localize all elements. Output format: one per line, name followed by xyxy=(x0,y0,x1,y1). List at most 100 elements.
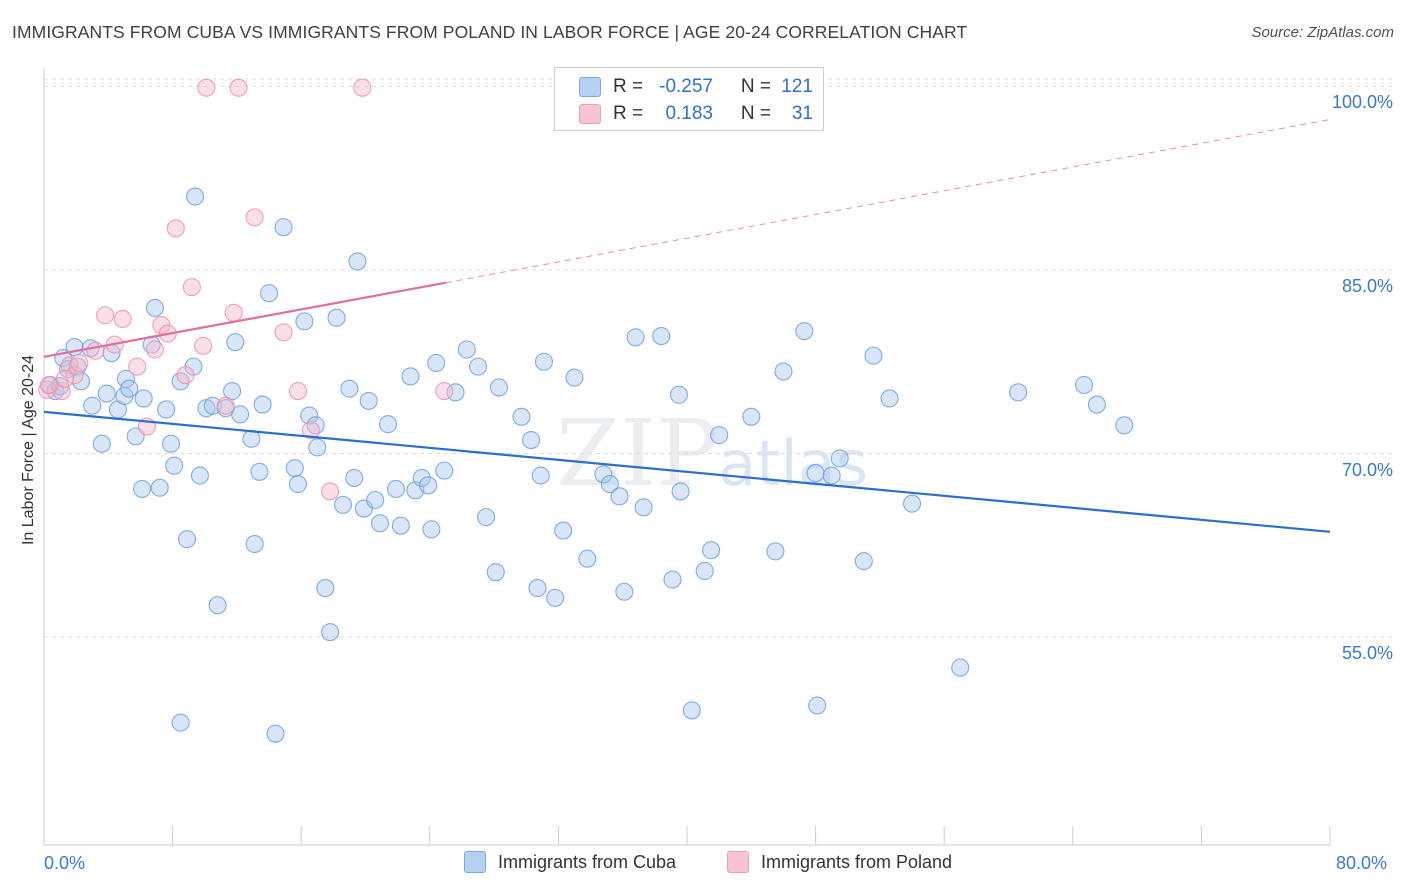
cuba-point xyxy=(171,713,190,732)
series-legend: Immigrants from Cuba Immigrants from Pol… xyxy=(0,851,1406,877)
cuba-point xyxy=(1115,416,1134,435)
cuba-point xyxy=(774,362,793,381)
cuba-point xyxy=(806,464,825,483)
cuba-point xyxy=(600,475,619,494)
cuba-point xyxy=(578,549,597,568)
cuba-point xyxy=(321,623,340,642)
cuba-point xyxy=(422,520,441,539)
cuba-point xyxy=(161,434,181,453)
poland-point xyxy=(194,336,213,355)
cuba-point xyxy=(178,530,197,549)
cuba-point xyxy=(610,487,629,506)
cuba-point xyxy=(554,521,573,540)
cuba-point xyxy=(531,466,550,485)
cuba-point xyxy=(615,582,634,601)
cuba-point xyxy=(435,461,454,480)
cuba-point xyxy=(795,322,814,341)
cuba-point xyxy=(253,395,272,414)
cuba-point xyxy=(1075,375,1094,395)
cuba-point xyxy=(468,357,488,376)
poland-point xyxy=(96,306,115,325)
series-label-poland: Immigrants from Poland xyxy=(761,851,953,872)
cuba-point xyxy=(231,405,250,424)
legend-n-value: 31 xyxy=(791,103,813,124)
cuba-point xyxy=(186,187,205,206)
poland-point xyxy=(166,219,185,238)
cuba-point xyxy=(671,482,690,501)
poland-point xyxy=(128,357,147,376)
cuba-point xyxy=(250,462,269,481)
cuba-point xyxy=(266,724,285,743)
poland-point xyxy=(216,396,235,415)
legend-r-value: 0.183 xyxy=(665,103,713,124)
correlation-legend: R = -0.257 N = 121 R = 0.183 N = 31 xyxy=(554,67,824,131)
cuba-point xyxy=(120,379,139,398)
cuba-point xyxy=(522,430,541,450)
cuba-point xyxy=(419,476,438,495)
cuba-point xyxy=(626,328,645,347)
series-swatch-poland xyxy=(727,851,749,873)
cuba-point xyxy=(97,384,116,403)
cuba-point xyxy=(340,379,359,398)
cuba-point xyxy=(710,426,729,445)
cuba-point xyxy=(83,396,102,415)
poland-point xyxy=(113,309,132,328)
cuba-point xyxy=(133,479,152,499)
cuba-point xyxy=(808,696,827,715)
cuba-point xyxy=(477,508,496,527)
legend-row-poland: R = 0.183 N = 31 xyxy=(579,102,813,126)
cuba-point xyxy=(171,372,190,391)
cuba-point xyxy=(157,400,176,419)
cuba-point xyxy=(316,579,335,598)
poland-point xyxy=(229,78,248,97)
cuba-point xyxy=(669,385,689,404)
poland-point xyxy=(224,303,243,322)
cuba-point xyxy=(190,466,209,485)
cuba-point xyxy=(634,498,653,517)
y-tick-label: 55.0% xyxy=(1341,643,1393,664)
poland-point xyxy=(70,353,89,373)
poland-point xyxy=(86,341,105,360)
poland-point xyxy=(274,323,293,342)
cuba-point xyxy=(306,416,325,435)
source-label: Source: ZipAtlas.com xyxy=(1251,24,1394,41)
x-tick-label-max: 80.0% xyxy=(1336,853,1388,873)
y-tick-label: 70.0% xyxy=(1341,459,1393,480)
chart-title: IMMIGRANTS FROM CUBA VS IMMIGRANTS FROM … xyxy=(12,22,968,42)
cuba-point xyxy=(134,389,153,408)
legend-n-label: N = xyxy=(740,76,771,97)
poland-trend-line-dashed xyxy=(445,119,1331,284)
cuba-point xyxy=(951,658,970,677)
y-tick-label: 100.0% xyxy=(1331,92,1393,113)
cuba-point xyxy=(401,367,420,386)
cuba-point xyxy=(486,563,505,582)
y-axis-label: In Labor Force | Age 20-24 xyxy=(20,354,37,546)
cuba-point xyxy=(378,415,398,434)
legend-r-value: -0.257 xyxy=(659,76,713,97)
cuba-point xyxy=(695,561,714,581)
cuba-point xyxy=(766,542,785,561)
cuba-point xyxy=(682,701,701,720)
legend-swatch-cuba xyxy=(579,77,601,97)
poland-point xyxy=(197,78,216,97)
cuba-point xyxy=(345,468,364,488)
cuba-point xyxy=(208,596,227,615)
poland-point xyxy=(39,375,58,395)
poland-trend-line-solid xyxy=(43,281,447,358)
cuba-point xyxy=(864,346,883,365)
cuba-point xyxy=(822,466,841,485)
cuba-point xyxy=(1087,395,1106,414)
poland-point xyxy=(321,482,340,501)
cuba-point xyxy=(116,369,136,388)
poland-point xyxy=(353,78,372,97)
cuba-point xyxy=(902,494,922,513)
cuba-point xyxy=(366,490,385,510)
poland-point xyxy=(301,421,320,440)
poland-point xyxy=(182,278,201,297)
cuba-point xyxy=(534,352,553,371)
cuba-point xyxy=(333,495,353,514)
cuba-point xyxy=(489,378,508,397)
series-legend-cuba: Immigrants from Cuba xyxy=(464,851,676,873)
y-axis-label-wrap: In Labor Force | Age 20-24 xyxy=(14,300,44,600)
poland-point xyxy=(145,340,164,359)
